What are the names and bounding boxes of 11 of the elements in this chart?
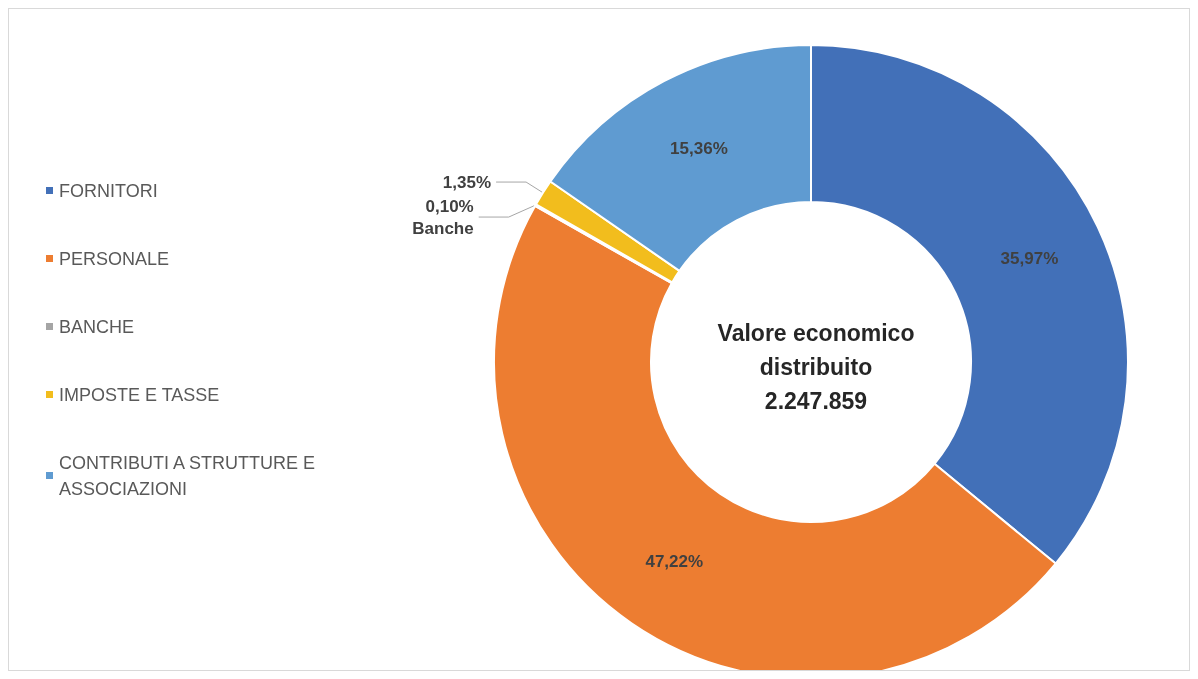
data-label: 0,10% Banche (412, 196, 474, 238)
legend-label: FORNITORI (59, 180, 158, 201)
data-label: 35,97% (1000, 249, 1059, 269)
data-label: 15,36% (670, 138, 728, 158)
data-label: 47,22% (645, 551, 704, 571)
legend-label: IMPOSTE E TASSE (59, 384, 220, 405)
data-label: 1,35% (442, 172, 492, 192)
legend-label: CONTRIBUTI A STRUTTURE E ASSOCIAZIONI (59, 452, 321, 499)
legend-label: PERSONALE (59, 248, 170, 269)
legend-label: BANCHE (59, 316, 135, 337)
text: Valore economico distribuito 2.247.859 (717, 320, 915, 414)
